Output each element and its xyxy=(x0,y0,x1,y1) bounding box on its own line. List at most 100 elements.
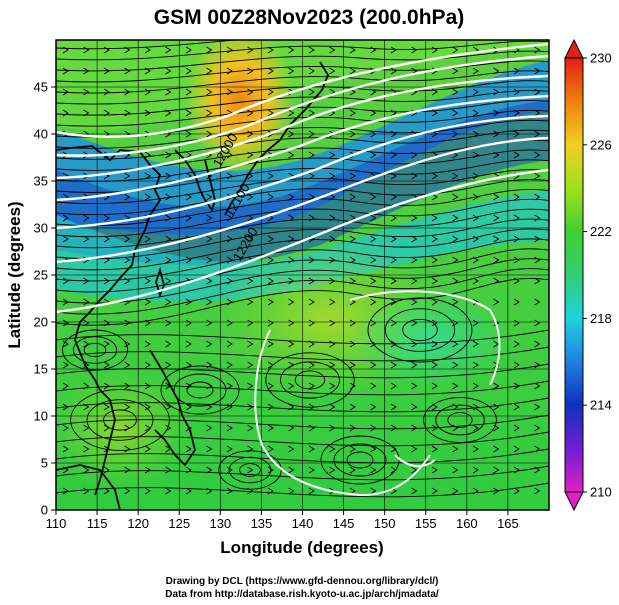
flow-arrow xyxy=(124,361,131,369)
flow-arrow xyxy=(185,361,192,369)
y-tick-label: 25 xyxy=(34,268,48,283)
flow-arrow xyxy=(226,361,233,369)
flow-arrow xyxy=(185,466,192,474)
flow-arrow xyxy=(124,424,131,432)
streamline xyxy=(56,179,549,216)
flow-arrow xyxy=(206,340,213,348)
colorbar-max-arrow xyxy=(564,38,584,59)
flow-arrow xyxy=(144,382,151,390)
flow-arrow xyxy=(83,109,90,117)
flow-arrow xyxy=(370,382,377,390)
streamline-vortex xyxy=(280,361,340,399)
flow-arrow xyxy=(472,88,479,96)
flow-arrow xyxy=(329,361,336,369)
flow-arrow xyxy=(226,256,233,264)
streamline xyxy=(56,208,549,249)
flow-arrow xyxy=(308,130,315,138)
flow-arrow xyxy=(452,67,459,75)
flow-arrow xyxy=(431,403,438,411)
streamline xyxy=(56,448,549,464)
flow-arrow xyxy=(431,256,438,264)
flow-arrow xyxy=(288,382,295,390)
flow-arrow xyxy=(431,487,438,495)
flow-arrow xyxy=(226,277,233,285)
flow-arrow xyxy=(472,235,479,243)
flow-arrow xyxy=(370,487,377,495)
flow-arrow xyxy=(493,109,500,117)
flow-arrow xyxy=(411,466,418,474)
flow-arrow xyxy=(308,277,315,285)
flow-arrow xyxy=(411,277,418,285)
flow-arrow xyxy=(103,319,110,327)
flow-arrow xyxy=(370,214,377,222)
flow-arrow xyxy=(206,193,213,201)
flow-arrow xyxy=(308,193,315,201)
flow-arrow xyxy=(103,46,110,54)
streamline-vortex xyxy=(83,342,107,358)
flow-arrow xyxy=(349,466,356,474)
flow-arrow xyxy=(472,445,479,453)
flow-arrow xyxy=(62,235,69,243)
flow-arrow xyxy=(144,277,151,285)
flow-arrow xyxy=(472,256,479,264)
flow-arrow xyxy=(411,340,418,348)
flow-arrow xyxy=(452,445,459,453)
flow-arrow xyxy=(452,235,459,243)
flow-arrow xyxy=(185,130,192,138)
flow-arrow xyxy=(513,445,520,453)
flow-arrow xyxy=(124,403,131,411)
flow-arrow xyxy=(411,319,418,327)
flow-arrow xyxy=(390,151,397,159)
flow-arrow xyxy=(267,67,274,75)
flow-arrow xyxy=(493,193,500,201)
x-tick-label: 160 xyxy=(456,516,478,531)
streamline xyxy=(56,218,549,260)
colorbar-bar xyxy=(564,57,584,493)
flow-arrow xyxy=(308,88,315,96)
flow-arrow xyxy=(124,193,131,201)
flow-arrow xyxy=(206,277,213,285)
flow-arrow xyxy=(370,361,377,369)
flow-arrow xyxy=(288,403,295,411)
flow-arrow xyxy=(411,46,418,54)
flow-arrow xyxy=(185,214,192,222)
flow-arrow xyxy=(83,466,90,474)
flow-arrow xyxy=(431,466,438,474)
flow-arrow xyxy=(124,340,131,348)
coastline-borneo xyxy=(56,464,121,510)
flow-arrow xyxy=(226,424,233,432)
flow-arrow xyxy=(185,319,192,327)
streamline-vortex xyxy=(160,365,240,415)
flow-arrow xyxy=(308,256,315,264)
flow-arrow xyxy=(267,130,274,138)
streamline xyxy=(56,248,549,293)
flow-arrow xyxy=(534,382,541,390)
flow-arrow xyxy=(165,403,172,411)
flow-arrow xyxy=(349,382,356,390)
streamline-vortex xyxy=(402,318,438,342)
flow-arrow xyxy=(185,382,192,390)
flow-arrow xyxy=(329,151,336,159)
flow-arrow xyxy=(124,46,131,54)
flow-arrow xyxy=(411,298,418,306)
flow-arrow xyxy=(206,466,213,474)
flow-arrow xyxy=(452,298,459,306)
flow-arrow xyxy=(534,214,541,222)
flow-arrow xyxy=(308,487,315,495)
flow-arrow xyxy=(124,256,131,264)
flow-arrow xyxy=(472,466,479,474)
flow-arrow xyxy=(513,151,520,159)
y-tick-label: 5 xyxy=(41,456,48,471)
flow-arrow xyxy=(144,235,151,243)
flow-arrow xyxy=(185,46,192,54)
flow-arrow xyxy=(206,67,213,75)
flow-arrow xyxy=(370,403,377,411)
flow-arrow xyxy=(329,46,336,54)
flow-arrow xyxy=(431,109,438,117)
flow-arrow xyxy=(390,298,397,306)
flow-arrow xyxy=(103,256,110,264)
flow-arrow xyxy=(370,235,377,243)
y-tick-label: 45 xyxy=(34,80,48,95)
flow-arrow xyxy=(206,382,213,390)
flow-arrow xyxy=(62,340,69,348)
